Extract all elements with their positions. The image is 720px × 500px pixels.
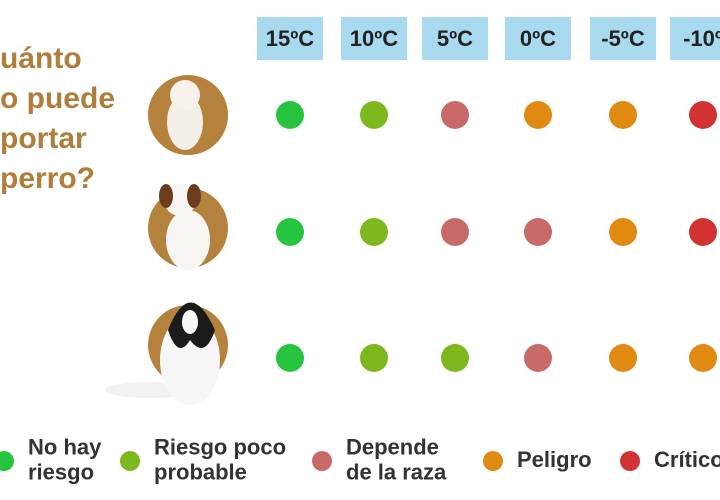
temp-header	[590, 17, 656, 60]
risk-dot	[441, 344, 469, 372]
temp-label: 0ºC	[520, 26, 556, 51]
dog-icons	[105, 75, 228, 405]
risk-dot	[360, 101, 388, 129]
legend-label: de la raza	[346, 459, 447, 484]
legend-label: probable	[154, 459, 247, 484]
title-line: o puede	[0, 82, 115, 115]
risk-dot	[360, 218, 388, 246]
temp-header	[670, 17, 720, 60]
risk-dot	[689, 218, 717, 246]
dog-muzzle	[182, 310, 198, 334]
legend-label: Riesgo poco	[154, 434, 286, 459]
legend-dot	[120, 451, 140, 471]
legend-label: riesgo	[28, 459, 94, 484]
temp-header	[257, 17, 323, 60]
risk-dot	[524, 218, 552, 246]
risk-dot	[689, 101, 717, 129]
risk-dot	[609, 344, 637, 372]
legend-label: Crítico	[654, 447, 720, 472]
dog	[167, 94, 203, 150]
temp-header	[422, 17, 488, 60]
dog-ear	[187, 184, 201, 208]
risk-dot	[524, 344, 552, 372]
dog-ear	[159, 184, 173, 208]
legend-dot	[483, 451, 503, 471]
title-line: portar	[0, 122, 87, 155]
dog	[166, 210, 210, 270]
temp-label: -5ºC	[601, 26, 645, 51]
temp-label: -10º	[683, 26, 720, 51]
risk-dot	[276, 101, 304, 129]
risk-dot	[276, 218, 304, 246]
temp-label: 5ºC	[437, 26, 473, 51]
legend-dot	[620, 451, 640, 471]
legend-label: No hay	[28, 434, 102, 459]
risk-dot	[689, 344, 717, 372]
risk-dot	[609, 101, 637, 129]
legend-dot	[312, 451, 332, 471]
dog-head	[170, 80, 200, 110]
legend-label: Peligro	[517, 447, 592, 472]
risk-dot	[609, 218, 637, 246]
risk-dot	[441, 101, 469, 129]
legend-label: Depende	[346, 434, 439, 459]
title-line: perro?	[0, 162, 95, 195]
risk-dot	[524, 101, 552, 129]
temp-label: 10ºC	[350, 26, 399, 51]
temp-header	[505, 17, 571, 60]
legend-dot	[0, 451, 14, 471]
temp-header	[341, 17, 407, 60]
risk-dot	[276, 344, 304, 372]
risk-dot	[441, 218, 469, 246]
risk-dot	[360, 344, 388, 372]
title-line: uánto	[0, 42, 82, 75]
temp-label: 15ºC	[266, 26, 315, 51]
